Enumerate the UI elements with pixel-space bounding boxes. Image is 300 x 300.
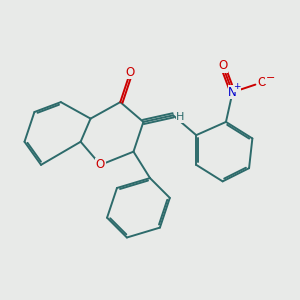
Text: +: + bbox=[233, 82, 241, 91]
Text: O: O bbox=[126, 66, 135, 79]
Text: N: N bbox=[228, 86, 237, 99]
Text: O: O bbox=[218, 59, 227, 72]
Text: −: − bbox=[266, 73, 275, 83]
Text: H: H bbox=[176, 112, 184, 122]
Text: O: O bbox=[258, 76, 267, 89]
Text: O: O bbox=[96, 158, 105, 171]
